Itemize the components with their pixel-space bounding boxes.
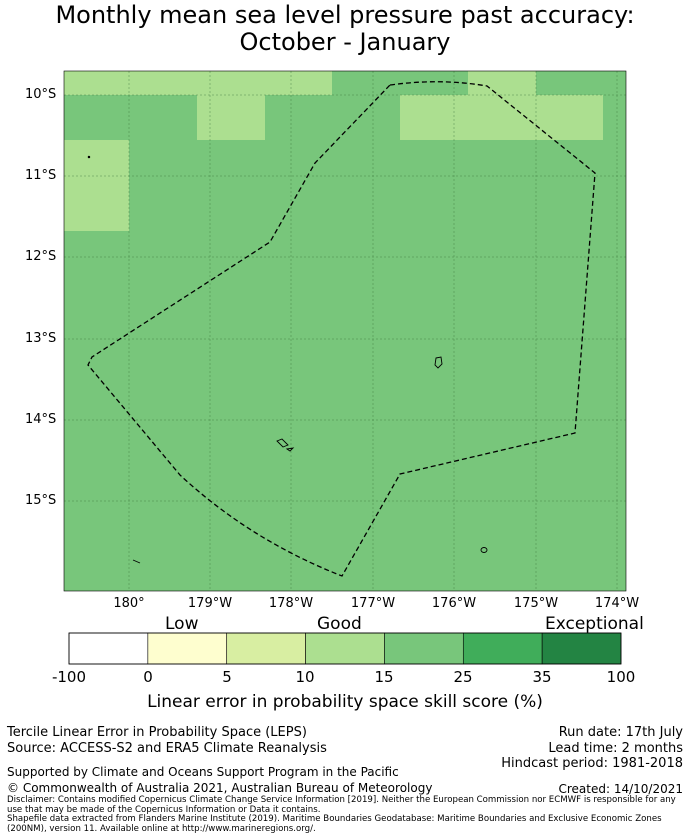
footer-copyright: © Commonwealth of Australia 2021, Austra… — [7, 781, 433, 795]
lon-label: 175°W — [513, 596, 559, 611]
colorbar-tick: 25 — [453, 668, 473, 686]
colorbar-title: Linear error in probability space skill … — [147, 692, 543, 712]
footer-shapefile: Shapefile data extracted from Flanders M… — [7, 814, 662, 834]
colorbar-segment — [462, 632, 543, 665]
footer-created: Created: 14/10/2021 — [558, 782, 683, 796]
lon-label: 177°W — [350, 596, 396, 611]
skill-cell-good — [64, 140, 129, 231]
category-exceptional: Exceptional — [545, 614, 644, 634]
skill-cell-good — [64, 71, 332, 95]
footer-hindcast: Hindcast period: 1981-2018 — [501, 756, 683, 771]
colorbar-segment — [68, 632, 149, 665]
colorbar-segment — [226, 632, 306, 665]
colorbar-tick: -100 — [51, 668, 87, 686]
footer-disclaimer: Disclaimer: Contains modified Copernicus… — [7, 795, 676, 815]
lat-label: 13°S — [25, 331, 57, 346]
category-low: Low — [165, 614, 199, 634]
lon-label: 176°W — [431, 596, 477, 611]
chart-title-line1: Monthly mean sea level pressure past acc… — [55, 1, 635, 29]
skill-map — [63, 70, 627, 592]
island-shape — [87, 155, 91, 159]
colorbar-tick: 35 — [532, 668, 552, 686]
colorbar-tick: 0 — [143, 668, 153, 686]
colorbar-segment — [384, 632, 464, 665]
lat-label: 12°S — [25, 249, 57, 264]
map-background — [64, 71, 626, 591]
lon-label: 174°W — [594, 596, 640, 611]
lon-label: 180° — [113, 596, 145, 611]
footer-lead-time: Lead time: 2 months — [548, 741, 683, 756]
footer-run-date: Run date: 17th July — [558, 725, 683, 740]
lon-label: 179°W — [187, 596, 233, 611]
chart-title-line2: October - January — [239, 28, 451, 56]
lon-label: 178°W — [268, 596, 314, 611]
category-good: Good — [317, 614, 362, 634]
eez-boundary — [87, 81, 596, 577]
skill-cell-good — [468, 71, 536, 95]
skill-cell-good — [197, 95, 265, 140]
colorbar-tick: 15 — [374, 668, 394, 686]
footer-support: Supported by Climate and Oceans Support … — [7, 765, 399, 779]
footer-source: Source: ACCESS-S2 and ERA5 Climate Reana… — [7, 741, 327, 756]
colorbar-segment — [305, 632, 385, 665]
island-shape — [480, 547, 488, 553]
colorbar-tick: 10 — [295, 668, 315, 686]
colorbar-segment — [541, 632, 622, 665]
islands — [87, 155, 488, 564]
colorbar-tick: 5 — [222, 668, 232, 686]
lat-label: 10°S — [25, 87, 57, 102]
colorbar-tick: 100 — [606, 668, 636, 686]
colorbar-segment — [147, 632, 228, 665]
map-frame — [63, 70, 627, 592]
island-shape — [276, 438, 289, 448]
lat-label: 14°S — [25, 412, 57, 427]
colorbar-frame — [68, 632, 622, 665]
lat-label: 11°S — [25, 168, 57, 183]
island-shape — [132, 559, 141, 564]
footer-method: Tercile Linear Error in Probability Spac… — [7, 725, 307, 740]
colorbar-segments — [68, 632, 622, 665]
skill-cell-good — [400, 95, 603, 140]
lat-label: 15°S — [25, 493, 57, 508]
island-shape — [434, 356, 443, 369]
gridlines — [64, 71, 626, 591]
island-shape — [285, 447, 295, 452]
